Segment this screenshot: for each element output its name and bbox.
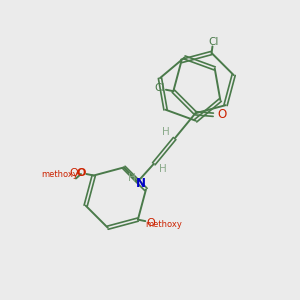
- Text: O: O: [70, 168, 78, 178]
- Text: H: H: [162, 127, 170, 137]
- Text: H: H: [128, 173, 136, 183]
- Text: H: H: [159, 164, 167, 174]
- Text: methoxy: methoxy: [42, 169, 79, 178]
- Text: O: O: [76, 167, 86, 178]
- Text: O: O: [146, 218, 155, 228]
- Text: O: O: [218, 108, 227, 121]
- Text: Cl: Cl: [155, 83, 165, 93]
- Text: N: N: [135, 177, 146, 190]
- Text: Cl: Cl: [208, 37, 218, 47]
- Text: methoxy: methoxy: [145, 220, 182, 229]
